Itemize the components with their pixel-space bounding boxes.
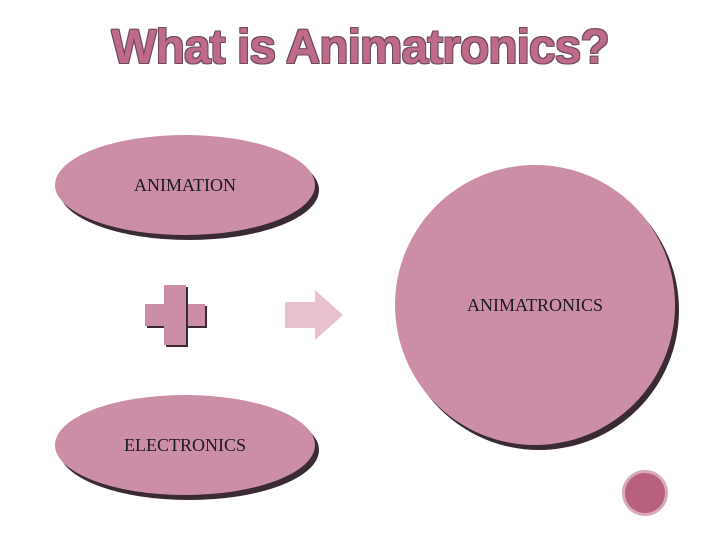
- decorative-dot-icon: [622, 470, 668, 516]
- electronics-label: ELECTRONICS: [124, 435, 246, 456]
- electronics-ellipse: ELECTRONICS: [55, 395, 315, 495]
- slide-title: What is Animatronics?: [0, 20, 720, 75]
- animation-label: ANIMATION: [134, 175, 236, 196]
- plus-v: [164, 285, 186, 345]
- title-text: What is Animatronics?: [111, 21, 608, 74]
- arrow-head: [315, 290, 343, 340]
- animatronics-label: ANIMATRONICS: [467, 295, 603, 316]
- animation-ellipse: ANIMATION: [55, 135, 315, 235]
- arrow-right-icon: [285, 290, 343, 340]
- arrow-stem: [285, 302, 315, 328]
- animatronics-circle: ANIMATRONICS: [395, 165, 675, 445]
- plus-icon: [145, 285, 205, 345]
